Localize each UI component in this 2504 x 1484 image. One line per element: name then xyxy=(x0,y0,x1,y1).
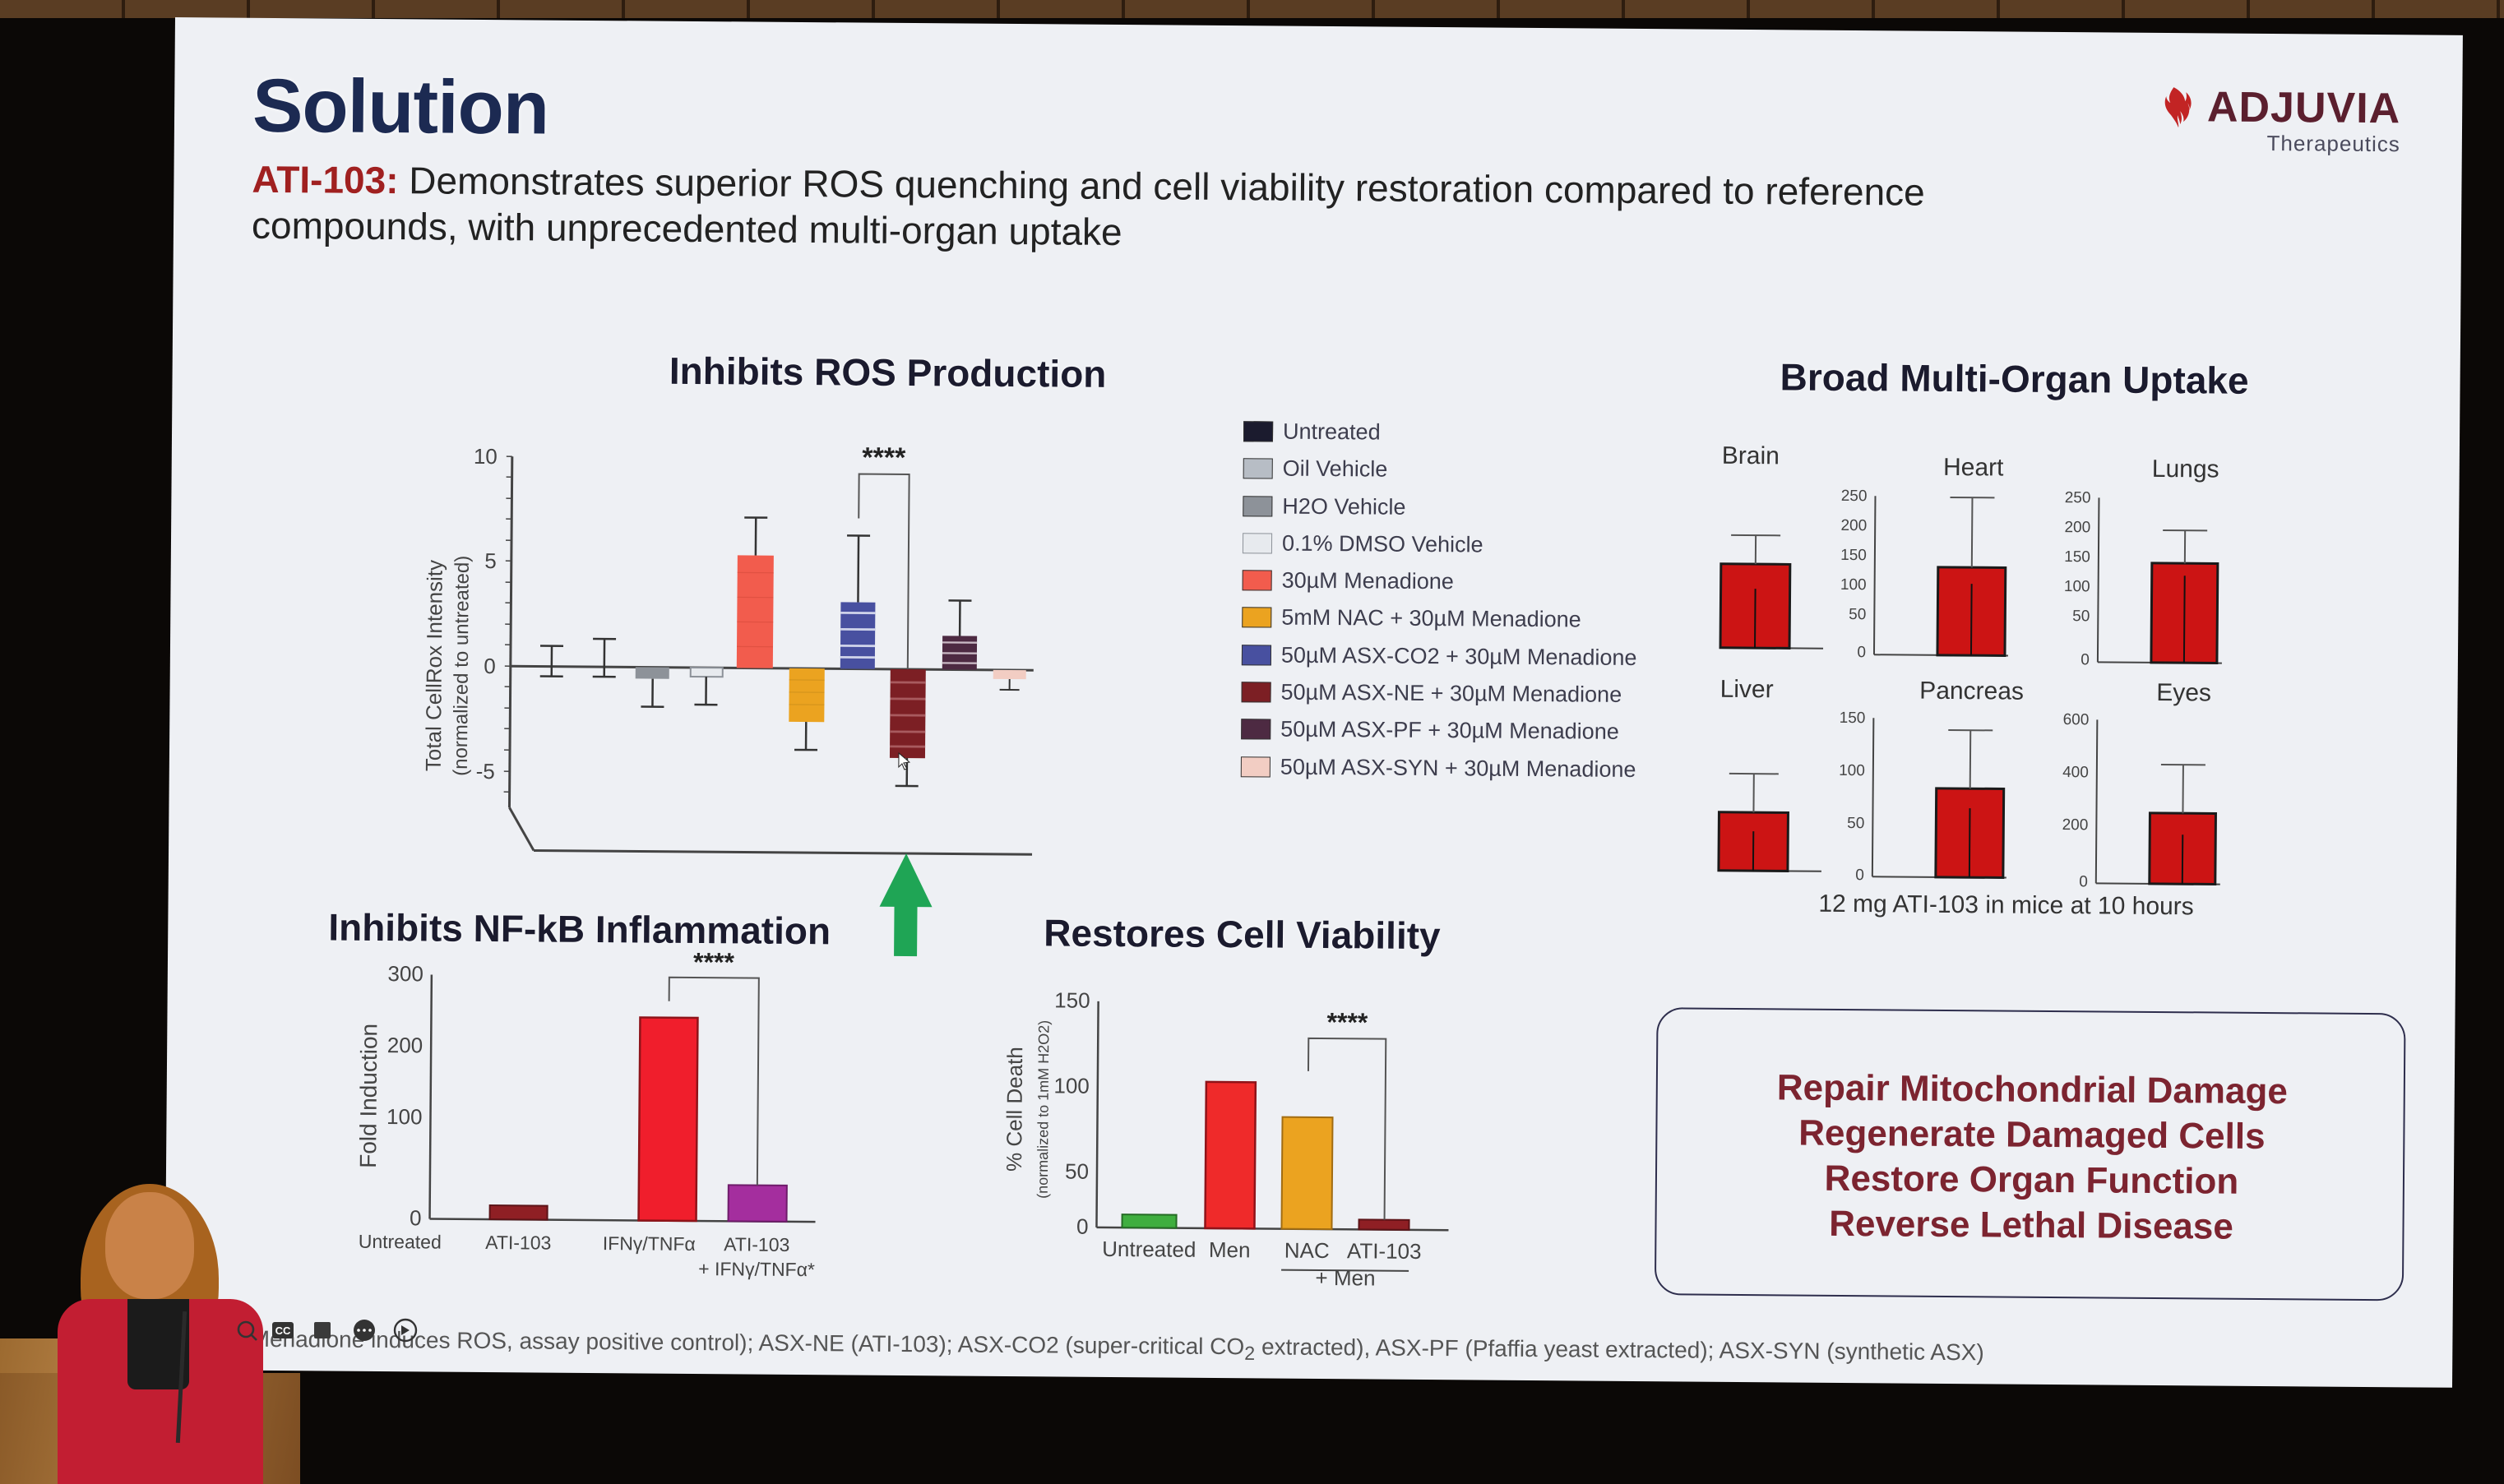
svg-text:****: **** xyxy=(1326,1007,1368,1037)
svg-text:0: 0 xyxy=(484,654,496,678)
svg-text:IFNγ/TNFα: IFNγ/TNFα xyxy=(603,1232,696,1255)
svg-text:+ Men: + Men xyxy=(1315,1265,1375,1291)
svg-text:50: 50 xyxy=(1847,815,1864,832)
svg-text:Untreated: Untreated xyxy=(359,1231,442,1253)
svg-text:50: 50 xyxy=(1065,1159,1089,1184)
svg-text:% Cell Death: % Cell Death xyxy=(1002,1047,1027,1172)
svg-text:-5: -5 xyxy=(476,759,495,784)
svg-text:12 mg ATI-103 in mice at 10 ho: 12 mg ATI-103 in mice at 10 hours xyxy=(1818,890,2194,921)
svg-text:5: 5 xyxy=(484,548,497,573)
svg-text:400: 400 xyxy=(2062,764,2089,781)
svg-text:300: 300 xyxy=(387,961,424,986)
svg-text:(normalized to 1mM H2O2): (normalized to 1mM H2O2) xyxy=(1034,1020,1053,1199)
svg-text:0: 0 xyxy=(1855,867,1864,884)
svg-text:100: 100 xyxy=(2064,578,2090,595)
svg-text:200: 200 xyxy=(2062,816,2089,834)
svg-text:ATI-103: ATI-103 xyxy=(485,1232,551,1254)
svg-text:50: 50 xyxy=(2072,608,2090,625)
svg-text:CC: CC xyxy=(275,1325,291,1337)
svg-text:NAC: NAC xyxy=(1284,1238,1330,1263)
svg-text:Untreated: Untreated xyxy=(1102,1237,1196,1262)
svg-text:100: 100 xyxy=(386,1104,423,1129)
svg-text:ATI-103: ATI-103 xyxy=(1347,1238,1422,1264)
svg-text:0: 0 xyxy=(410,1205,422,1230)
svg-text:Fold Induction: Fold Induction xyxy=(355,1024,382,1168)
svg-text:Eyes: Eyes xyxy=(2156,679,2211,707)
svg-text:600: 600 xyxy=(2063,711,2090,728)
svg-text:(normalized to untreated): (normalized to untreated) xyxy=(450,556,474,776)
svg-text:Total CellRox Intensity: Total CellRox Intensity xyxy=(421,560,447,771)
svg-text:150: 150 xyxy=(1054,987,1090,1012)
svg-text:****: **** xyxy=(862,442,906,474)
svg-text:Men: Men xyxy=(1209,1237,1251,1262)
svg-text:10: 10 xyxy=(474,444,498,469)
svg-text:250: 250 xyxy=(2065,489,2091,506)
svg-text:0: 0 xyxy=(2079,873,2088,890)
svg-text:+ IFNγ/TNFα*: + IFNγ/TNFα* xyxy=(698,1258,815,1280)
svg-text:0: 0 xyxy=(2080,651,2090,668)
svg-text:100: 100 xyxy=(1053,1073,1090,1098)
svg-text:ATI-103: ATI-103 xyxy=(724,1233,789,1255)
svg-text:150: 150 xyxy=(2064,548,2090,566)
svg-text:200: 200 xyxy=(2064,519,2090,536)
svg-text:0: 0 xyxy=(1076,1214,1089,1239)
svg-text:200: 200 xyxy=(387,1033,424,1057)
svg-text:Lungs: Lungs xyxy=(2152,455,2219,483)
